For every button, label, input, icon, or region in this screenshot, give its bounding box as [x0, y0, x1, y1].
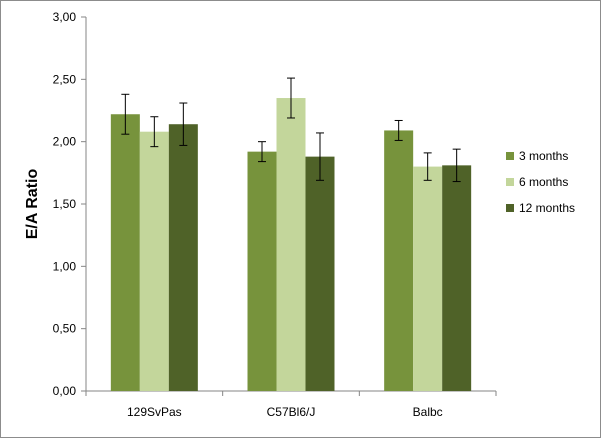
bar	[384, 130, 414, 392]
legend-swatch	[506, 204, 514, 212]
bar	[276, 98, 306, 392]
legend-label: 12 months	[519, 201, 575, 215]
y-tick-label: 0,00	[53, 384, 77, 398]
y-axis-title: E/A Ratio	[24, 169, 41, 240]
bar	[442, 165, 472, 391]
y-tick-label: 2,50	[53, 72, 77, 86]
error-bars	[121, 77, 461, 183]
bar	[413, 166, 443, 391]
y-tick-label: 0,50	[53, 322, 77, 336]
bar	[247, 151, 277, 391]
bar	[139, 131, 169, 391]
legend-label: 3 months	[519, 149, 568, 163]
y-tick-label: 3,00	[53, 10, 77, 24]
legend: 3 months 6 months 12 months	[506, 149, 575, 215]
bar	[305, 156, 335, 391]
x-tick-label: C57Bl6/J	[267, 405, 316, 419]
y-tick-label: 1,50	[53, 197, 77, 211]
bar	[110, 114, 140, 392]
bar	[168, 124, 198, 392]
legend-swatch	[506, 152, 514, 160]
y-tick-label: 2,00	[53, 135, 77, 149]
x-tick-label: 129SvPas	[127, 405, 182, 419]
y-tick-label: 1,00	[53, 259, 77, 273]
tick-labels: 0,00 0,50 1,00 1,50 2,00 2,50 3,00 129SvPas C57B…	[53, 10, 443, 419]
legend-label: 6 months	[519, 175, 568, 189]
bars	[110, 98, 472, 392]
legend-swatch	[506, 178, 514, 186]
x-tick-label: Balbc	[413, 405, 443, 419]
